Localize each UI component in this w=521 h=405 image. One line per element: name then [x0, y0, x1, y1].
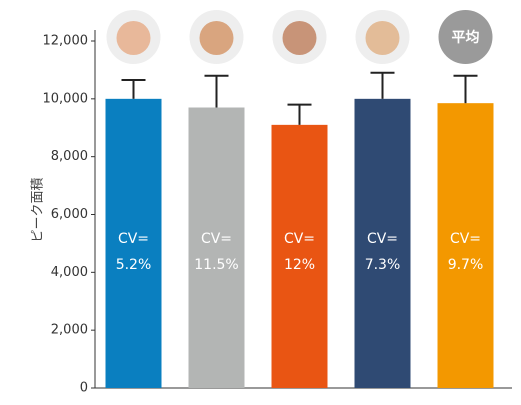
cv-label: 12%: [284, 257, 315, 273]
bar: [437, 103, 494, 388]
y-tick-label: 6,000: [51, 207, 88, 222]
y-tick-label: 10,000: [43, 91, 89, 106]
cv-label: CV=: [367, 231, 398, 247]
x-tick-label: 平均: [452, 29, 480, 46]
y-tick-label: 12,000: [43, 34, 89, 49]
cv-label: CV=: [450, 231, 481, 247]
cv-label: CV=: [284, 231, 315, 247]
cv-label: CV=: [118, 231, 149, 247]
cv-label: 9.7%: [448, 257, 484, 273]
y-tick-label: 8,000: [51, 149, 88, 164]
avatar-face: [365, 21, 400, 55]
bar: [188, 107, 245, 388]
y-tick-label: 2,000: [51, 323, 88, 338]
y-tick-label: 4,000: [51, 265, 88, 280]
y-tick-label: 0: [80, 381, 88, 396]
avatar-face: [116, 21, 151, 55]
cv-label: CV=: [201, 231, 232, 247]
cv-label: 7.3%: [365, 257, 401, 273]
average-badge: [438, 10, 493, 64]
avatar-face: [199, 21, 234, 55]
cv-label: 11.5%: [194, 257, 238, 273]
avatar-face: [282, 21, 317, 55]
cv-label: 5.2%: [116, 257, 152, 273]
bar: [105, 98, 162, 388]
bar: [271, 124, 328, 388]
y-axis-label: ピーク面積: [31, 177, 46, 242]
bar: [354, 98, 411, 388]
